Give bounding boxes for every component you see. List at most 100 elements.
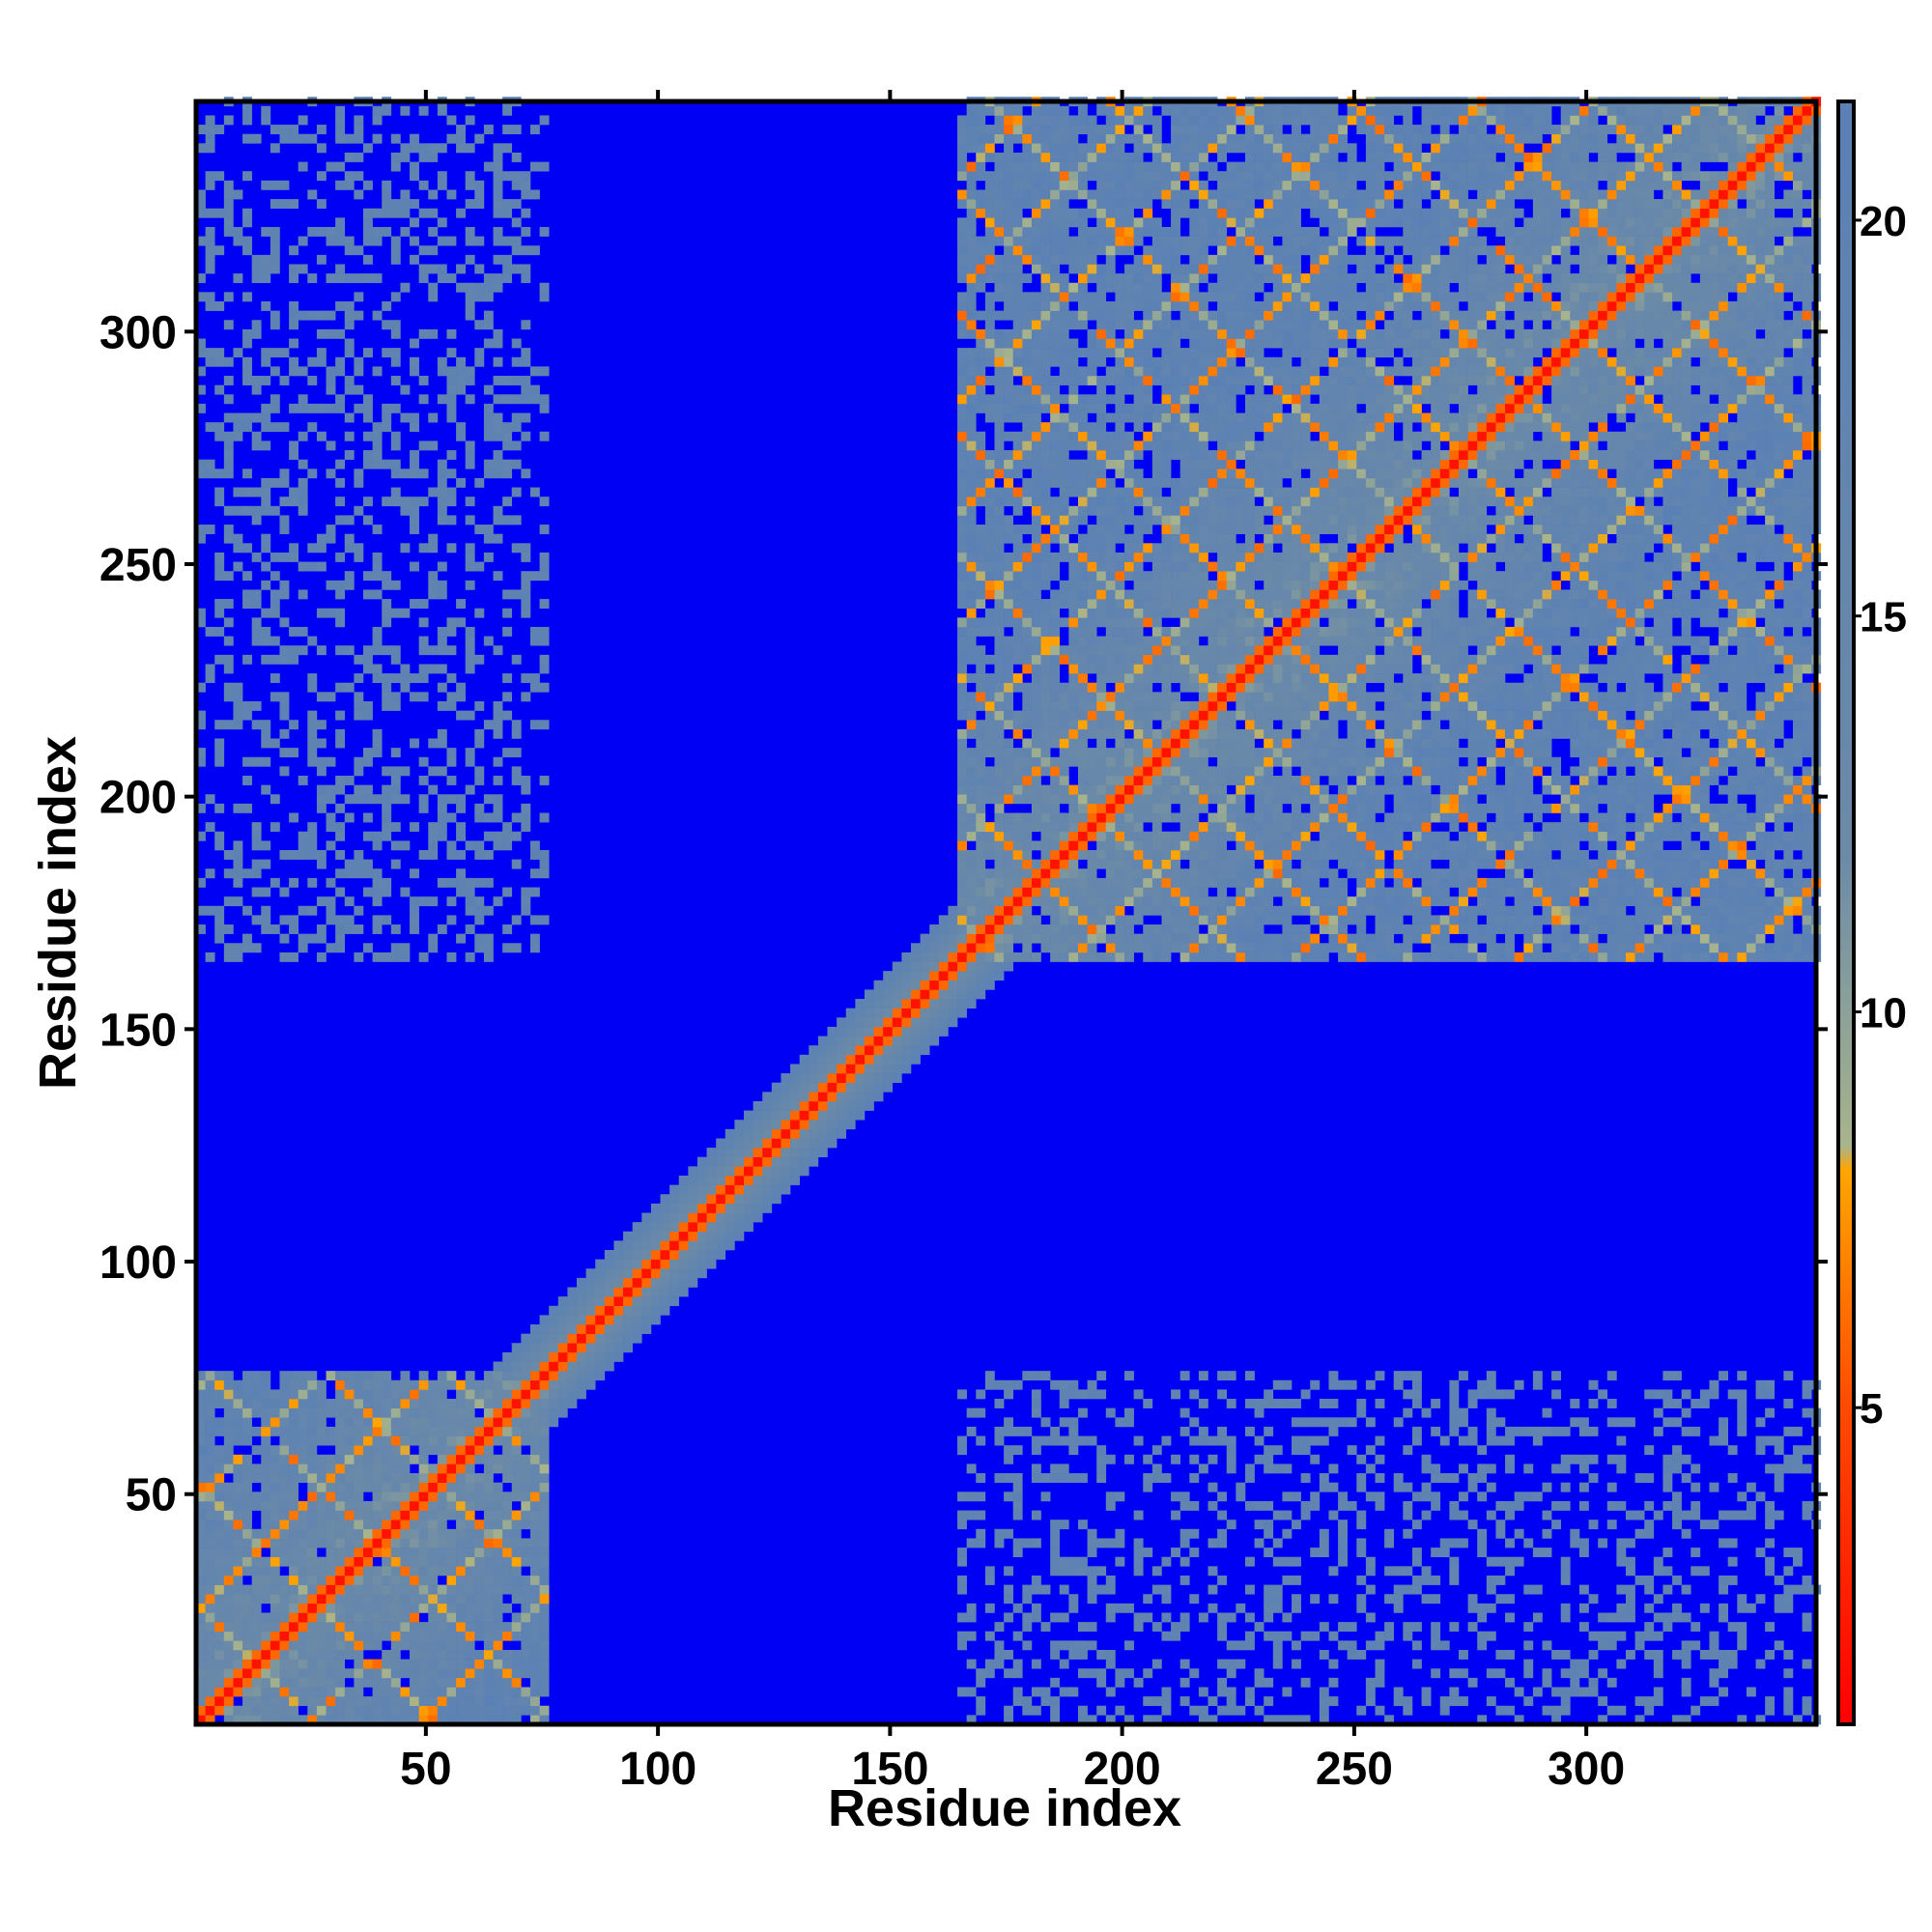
- heatmap-cell: [1068, 905, 1079, 916]
- heatmap-cell: [539, 1622, 550, 1633]
- heatmap-cell: [994, 1649, 1005, 1660]
- heatmap-cell: [957, 450, 967, 460]
- heatmap-cell: [400, 1445, 411, 1456]
- heatmap-cell: [1105, 459, 1116, 469]
- heatmap-cell: [502, 1407, 513, 1418]
- heatmap-cell: [1050, 812, 1061, 823]
- heatmap-cell: [354, 505, 364, 516]
- heatmap-cell: [279, 1649, 290, 1660]
- heatmap-cell: [270, 589, 280, 600]
- heatmap-cell: [984, 822, 995, 833]
- heatmap-cell: [966, 115, 977, 126]
- heatmap-cell: [632, 1231, 642, 1241]
- heatmap-cell: [1105, 1659, 1116, 1669]
- heatmap-cell: [1077, 292, 1088, 302]
- heatmap-cell: [1050, 171, 1061, 182]
- heatmap-cell: [1059, 469, 1069, 479]
- heatmap-cell: [1022, 245, 1033, 256]
- heatmap-cell: [557, 1315, 568, 1325]
- heatmap-cell: [289, 543, 299, 554]
- heatmap-cell: [1077, 208, 1088, 218]
- heatmap-cell: [390, 161, 401, 172]
- heatmap-cell: [400, 226, 411, 237]
- heatmap-cell: [1077, 487, 1088, 497]
- heatmap-cell: [465, 1659, 475, 1669]
- heatmap-cell: [567, 1351, 578, 1362]
- heatmap-cell: [511, 1520, 522, 1530]
- heatmap-cell: [242, 756, 252, 767]
- heatmap-cell: [744, 1184, 753, 1195]
- heatmap-cell: [623, 1277, 633, 1288]
- heatmap-cell: [984, 469, 995, 479]
- heatmap-cell: [1031, 1463, 1041, 1474]
- heatmap-cell: [483, 469, 494, 479]
- heatmap-cell: [1031, 226, 1041, 237]
- heatmap-cell: [474, 1500, 485, 1511]
- heatmap-cell: [261, 376, 271, 385]
- heatmap-cell: [1068, 515, 1079, 526]
- heatmap-cell: [604, 1268, 614, 1279]
- heatmap-cell: [1077, 376, 1088, 385]
- heatmap-cell: [1077, 1622, 1088, 1633]
- heatmap-cell: [1077, 803, 1088, 813]
- heatmap-cell: [382, 1528, 392, 1539]
- heatmap-cell: [1012, 254, 1023, 265]
- heatmap-cell: [428, 580, 439, 590]
- heatmap-cell: [465, 497, 475, 507]
- heatmap-cell: [270, 1528, 280, 1539]
- heatmap-cell: [883, 1054, 894, 1065]
- heatmap-cell: [1059, 840, 1069, 851]
- heatmap-cell: [539, 599, 550, 609]
- heatmap-cell: [1115, 412, 1125, 423]
- heatmap-cell: [920, 971, 930, 981]
- heatmap-cell: [270, 1715, 280, 1725]
- heatmap-cell: [966, 571, 977, 582]
- heatmap-cell: [1096, 189, 1107, 200]
- heatmap-cell: [1068, 133, 1079, 144]
- heatmap-cell: [966, 971, 977, 981]
- heatmap-cell: [1087, 803, 1097, 813]
- heatmap-cell: [799, 1110, 810, 1121]
- heatmap-cell: [335, 1677, 346, 1688]
- heatmap-cell: [771, 1120, 781, 1130]
- heatmap-cell: [410, 338, 419, 349]
- heatmap-cell: [734, 1222, 745, 1233]
- heatmap-cell: [233, 896, 243, 907]
- heatmap-cell: [1050, 1556, 1061, 1567]
- heatmap-cell: [883, 980, 894, 990]
- heatmap-cell: [372, 1379, 383, 1390]
- heatmap-cell: [372, 738, 383, 749]
- heatmap-cell: [205, 1603, 215, 1613]
- heatmap-cell: [1105, 1454, 1116, 1464]
- heatmap-cell: [261, 840, 271, 851]
- heatmap-cell: [790, 1156, 800, 1167]
- heatmap-cell: [1040, 673, 1051, 684]
- heatmap-cell: [1040, 700, 1051, 711]
- heatmap-cell: [326, 1482, 336, 1492]
- heatmap-cell: [1004, 766, 1014, 777]
- heatmap-cell: [205, 1492, 215, 1502]
- heatmap-cell: [957, 459, 967, 469]
- heatmap-cell: [474, 803, 485, 813]
- heatmap-cell: [428, 896, 439, 907]
- heatmap-cell: [1031, 161, 1041, 172]
- heatmap-cell: [418, 1659, 429, 1669]
- heatmap-cell: [1087, 831, 1097, 841]
- heatmap-cell: [1031, 728, 1041, 739]
- heatmap-cell: [920, 989, 930, 1000]
- heatmap-cell: [1004, 356, 1014, 367]
- heatmap-cell: [1068, 599, 1079, 609]
- heatmap-cell: [205, 1584, 215, 1595]
- heatmap-cell: [539, 1715, 550, 1725]
- heatmap-cell: [1004, 199, 1014, 210]
- heatmap-cell: [428, 1640, 439, 1651]
- heatmap-cell: [390, 1538, 401, 1548]
- heatmap-cell: [521, 394, 531, 405]
- heatmap-cell: [1012, 208, 1023, 218]
- heatmap-cell: [799, 1120, 810, 1130]
- heatmap-cell: [298, 477, 308, 488]
- heatmap-cell: [966, 961, 977, 972]
- heatmap-cell: [307, 1612, 318, 1623]
- heatmap-cell: [493, 1361, 503, 1372]
- heatmap-cell: [233, 1473, 243, 1483]
